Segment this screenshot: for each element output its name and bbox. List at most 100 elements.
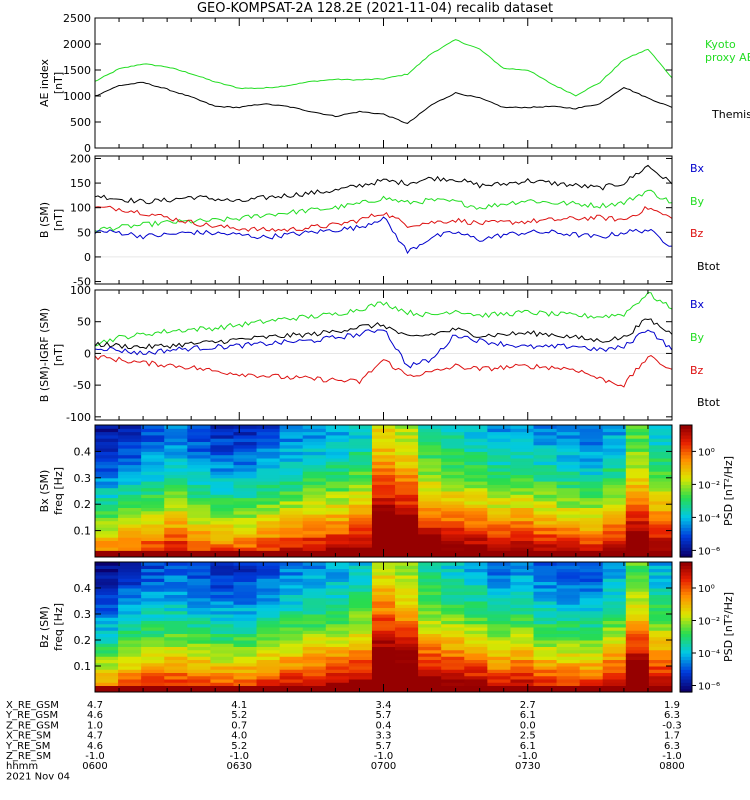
spectrogram-cell bbox=[487, 675, 511, 680]
spectrogram-cell bbox=[648, 454, 673, 459]
spectrogram-cell bbox=[210, 630, 234, 634]
colorbar-step bbox=[680, 578, 692, 583]
table-cell: 4.7 bbox=[87, 700, 103, 711]
spectrogram-cell bbox=[256, 434, 281, 439]
colorbar-step bbox=[680, 604, 692, 609]
spectrogram-cell bbox=[464, 601, 488, 605]
spectrogram-cell bbox=[118, 688, 142, 693]
spectrogram-cell bbox=[510, 672, 535, 677]
table-cell: 3.4 bbox=[376, 700, 392, 711]
spectrogram-cell bbox=[95, 547, 119, 551]
spectrogram-cell bbox=[233, 594, 258, 599]
spectrogram-cell bbox=[210, 685, 234, 690]
spectrogram-cell bbox=[533, 688, 558, 693]
spectrogram-cell bbox=[210, 601, 234, 605]
spectrogram-cell bbox=[648, 471, 673, 475]
spectrogram-cell bbox=[556, 540, 581, 545]
spectrogram-cell bbox=[371, 454, 396, 459]
spectrogram-cell bbox=[510, 464, 535, 469]
spectrogram-cell bbox=[141, 636, 165, 641]
spectrogram-cell bbox=[648, 581, 673, 586]
spectrogram-cell bbox=[348, 591, 373, 595]
spectrogram-cell bbox=[533, 500, 558, 505]
y-axis-label: AE index bbox=[38, 58, 51, 107]
spectrogram-cell bbox=[279, 444, 304, 449]
table-cell: -1.0 bbox=[518, 751, 538, 762]
y-axis-label: B (SM)-IGRF (SM) bbox=[38, 308, 51, 402]
spectrogram-cell bbox=[210, 659, 234, 664]
colorbar-step bbox=[680, 491, 692, 495]
spectrogram-cell bbox=[625, 575, 650, 579]
spectrogram-cell bbox=[95, 441, 119, 446]
spectrogram-cell bbox=[371, 494, 396, 499]
spectrogram-cell bbox=[141, 640, 165, 644]
spectrogram-cell bbox=[233, 669, 258, 673]
spectrogram-cell bbox=[464, 464, 488, 469]
spectrogram-cell bbox=[441, 500, 465, 505]
spectrogram-cell bbox=[279, 530, 304, 535]
colorbar-step bbox=[680, 477, 692, 482]
spectrogram-cell bbox=[371, 500, 396, 505]
spectrogram-cell bbox=[95, 494, 119, 499]
spectrogram-cell bbox=[510, 607, 535, 612]
y-tick-label: 50 bbox=[77, 226, 91, 239]
spectrogram-cell bbox=[464, 504, 488, 508]
spectrogram-cell bbox=[210, 633, 234, 638]
spectrogram-cell bbox=[279, 540, 304, 545]
spectrogram-cell bbox=[487, 623, 511, 628]
spectrogram-cell bbox=[487, 662, 511, 667]
spectrogram-cell bbox=[141, 669, 165, 673]
spectrogram-cell bbox=[625, 675, 650, 680]
spectrogram-cell bbox=[395, 441, 419, 446]
spectrogram-cell bbox=[418, 520, 442, 525]
spectrogram-cell bbox=[487, 591, 511, 595]
spectrogram-cell bbox=[164, 588, 188, 592]
spectrogram-cell bbox=[395, 685, 419, 690]
spectrogram-cell bbox=[648, 537, 673, 541]
series-line-by bbox=[94, 291, 673, 347]
spectrogram-cell bbox=[418, 627, 442, 631]
series-line-themis-ae bbox=[94, 81, 673, 124]
spectrogram-cell bbox=[233, 581, 258, 586]
spectrogram-cell bbox=[441, 620, 465, 625]
spectrogram-spec-bz bbox=[95, 562, 673, 693]
spectrogram-cell bbox=[95, 474, 119, 479]
spectrogram-cell bbox=[279, 623, 304, 628]
spectrogram-cell bbox=[279, 431, 304, 436]
spectrogram-cell bbox=[625, 517, 650, 522]
spectrogram-cell bbox=[256, 431, 281, 436]
spectrogram-cell bbox=[164, 591, 188, 595]
spectrogram-cell bbox=[302, 666, 327, 670]
spectrogram-cell bbox=[325, 594, 350, 599]
spectrogram-cell bbox=[464, 510, 488, 515]
spectrogram-cell bbox=[395, 464, 419, 469]
spectrogram-cell bbox=[233, 568, 258, 573]
spectrogram-cell bbox=[602, 524, 627, 528]
y-tick-label: 50 bbox=[77, 316, 91, 329]
spectrogram-cell bbox=[579, 646, 604, 651]
y-axis-label: Bx (SM) bbox=[38, 470, 51, 513]
spectrogram-cell bbox=[625, 601, 650, 605]
spectrogram-cell bbox=[602, 497, 627, 502]
spectrogram-cell bbox=[279, 568, 304, 573]
spectrogram-cell bbox=[279, 675, 304, 680]
spectrogram-cell bbox=[371, 578, 396, 582]
spectrogram-cell bbox=[348, 510, 373, 515]
colorbar-step bbox=[680, 623, 692, 628]
spectrogram-cell bbox=[579, 514, 604, 518]
spectrogram-cell bbox=[164, 547, 188, 551]
spectrogram-cell bbox=[395, 617, 419, 621]
spectrogram-cell bbox=[602, 688, 627, 693]
spectrogram-cell bbox=[302, 659, 327, 664]
spectrogram-cell bbox=[325, 491, 350, 495]
spectrogram-cell bbox=[441, 662, 465, 667]
spectrogram-cell bbox=[556, 477, 581, 482]
spectrogram-cell bbox=[279, 484, 304, 489]
spectrogram-cell bbox=[464, 679, 488, 683]
spectrogram-cell bbox=[602, 627, 627, 631]
colorbar-label: PSD [nT²/Hz] bbox=[722, 456, 735, 526]
spectrogram-cell bbox=[233, 481, 258, 485]
spectrogram-cell bbox=[441, 578, 465, 582]
spectrogram-cell bbox=[533, 575, 558, 579]
panel-frame bbox=[94, 289, 673, 421]
